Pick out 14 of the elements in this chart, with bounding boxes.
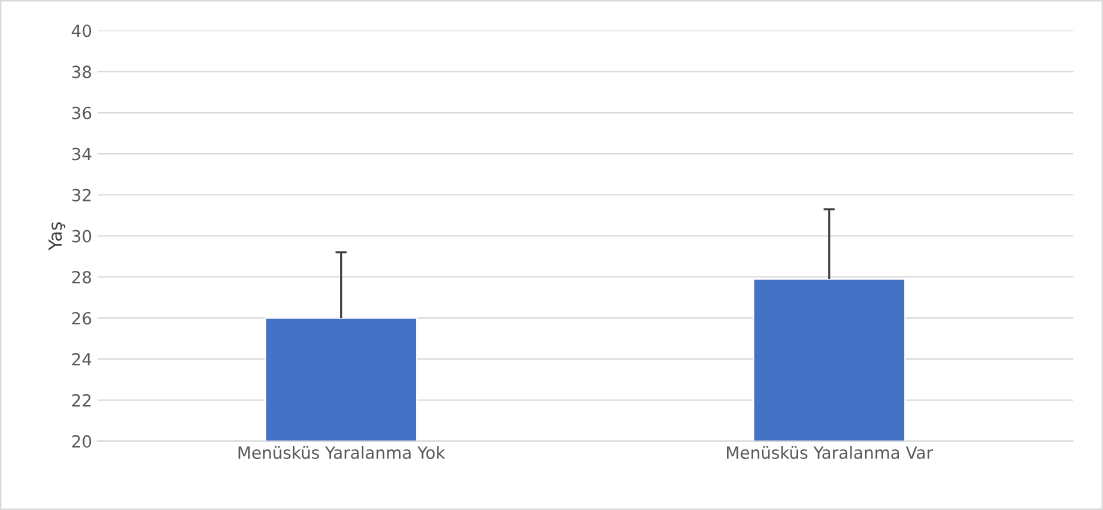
- y-axis-title: Yaş: [48, 222, 66, 251]
- y-tick-label: 24: [72, 353, 92, 366]
- x-tick-label: Menüsküs Yaralanma Var: [727, 446, 933, 459]
- y-tick-label: 34: [72, 147, 92, 161]
- y-tick-label: 36: [72, 106, 92, 120]
- x-tick-label: Menüsküs Yaralanma Yok: [238, 446, 446, 459]
- y-tick-label: 32: [72, 188, 91, 202]
- y-tick-label: 26: [72, 311, 92, 325]
- y-tick-label: 20: [72, 435, 92, 448]
- y-tick-label: 38: [72, 65, 92, 79]
- y-tick-label: 40: [71, 24, 92, 38]
- y-tick-label: 28: [72, 270, 92, 284]
- y-tick-label: 22: [72, 394, 91, 407]
- y-tick-label: 30: [72, 229, 92, 243]
